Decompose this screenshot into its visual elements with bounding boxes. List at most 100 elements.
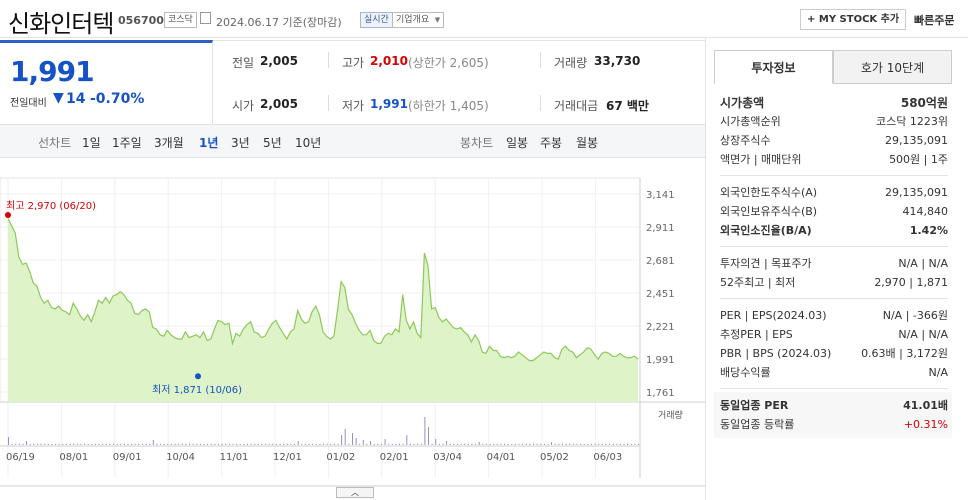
y-tick-label: 2,911 bbox=[646, 223, 675, 234]
x-tick-label: 11/01 bbox=[220, 452, 249, 463]
volume-bar bbox=[493, 443, 495, 445]
volume-bar bbox=[304, 443, 306, 445]
volume-bars bbox=[8, 417, 639, 445]
y-tick-label: 2,681 bbox=[646, 256, 675, 267]
y-tick-label: 2,221 bbox=[646, 322, 675, 333]
period-1w[interactable]: 1주일 bbox=[112, 136, 142, 150]
volume-bar bbox=[297, 441, 299, 445]
volume-bar bbox=[33, 443, 35, 445]
volume-bar bbox=[294, 443, 295, 445]
volume-bar bbox=[551, 442, 553, 445]
document-icon[interactable] bbox=[200, 12, 211, 24]
volume-bar bbox=[196, 443, 198, 445]
volume-bar bbox=[181, 443, 183, 445]
period-5y[interactable]: 5년 bbox=[263, 136, 282, 150]
price-panel bbox=[0, 40, 213, 124]
divider bbox=[540, 52, 541, 68]
volume-bar bbox=[203, 443, 205, 445]
volume-bar bbox=[123, 443, 125, 445]
company-overview-button[interactable]: 기업개요 ▼ bbox=[392, 12, 445, 28]
my-stock-add-button[interactable]: + MY STOCK 추가 bbox=[800, 9, 907, 30]
volume-bar bbox=[333, 443, 335, 445]
down-arrow-icon: ▼ bbox=[53, 90, 64, 106]
volume-bar bbox=[290, 443, 292, 445]
volume-bar bbox=[214, 443, 216, 445]
volume-bar bbox=[243, 443, 245, 445]
open-label: 시가 bbox=[232, 99, 255, 113]
volume-bar bbox=[163, 443, 165, 445]
volume-bar bbox=[366, 443, 368, 445]
realtime-badge[interactable]: 실시간 bbox=[360, 12, 393, 28]
volume-bar bbox=[145, 443, 147, 445]
volume-bar bbox=[47, 443, 49, 445]
x-tick-label: 12/01 bbox=[273, 452, 302, 463]
volume-bar bbox=[178, 443, 180, 445]
volume-bar bbox=[536, 443, 538, 445]
period-1d[interactable]: 1일 bbox=[82, 136, 101, 150]
volume-bar bbox=[522, 443, 524, 445]
volume-bar bbox=[149, 443, 151, 445]
volume-bar bbox=[279, 443, 281, 445]
volume-bar bbox=[525, 443, 527, 445]
tab-orderbook-10[interactable]: 호가 10단계 bbox=[833, 50, 952, 84]
volume-bar bbox=[601, 443, 603, 445]
volume-bar bbox=[352, 433, 353, 445]
volume-bar bbox=[199, 443, 201, 445]
tab-invest-info[interactable]: 투자정보 bbox=[714, 50, 833, 84]
volume-bar bbox=[8, 437, 9, 445]
volume-bar bbox=[308, 443, 310, 445]
volume-bar bbox=[174, 443, 176, 445]
candle-weekly[interactable]: 주봉 bbox=[540, 136, 563, 150]
volume-bar bbox=[565, 443, 567, 445]
volume-bar bbox=[84, 443, 85, 445]
divider bbox=[720, 298, 948, 299]
volume-bar bbox=[62, 443, 64, 445]
volume-bar bbox=[504, 443, 505, 445]
market-badge: 코스닥 bbox=[164, 12, 197, 28]
volume-bar bbox=[102, 443, 104, 445]
period-3m[interactable]: 3개월 bbox=[154, 136, 184, 150]
shares-row: 상장주식수 29,135,091 bbox=[720, 134, 948, 147]
candle-daily[interactable]: 일봉 bbox=[506, 136, 529, 150]
chevron-up-icon[interactable]: ︿ bbox=[336, 487, 374, 498]
volume-bar bbox=[185, 443, 187, 445]
volume-bar bbox=[619, 443, 621, 445]
volume-bar bbox=[580, 443, 582, 445]
top-bar bbox=[0, 0, 968, 38]
volume-bar bbox=[58, 443, 60, 445]
volume-bar bbox=[51, 443, 53, 445]
volume-bar bbox=[221, 443, 223, 445]
invest-info-panel bbox=[705, 38, 968, 500]
divider bbox=[328, 95, 329, 111]
volume-bar bbox=[152, 440, 154, 445]
volume-bar bbox=[250, 443, 252, 445]
volume-bar bbox=[518, 443, 520, 445]
period-bar bbox=[0, 124, 705, 158]
volume-bar bbox=[189, 443, 190, 445]
volume-bar bbox=[478, 442, 480, 445]
volume-bar bbox=[514, 443, 516, 445]
x-tick-label: 02/01 bbox=[380, 452, 409, 463]
company-overview-label: 기업개요 bbox=[396, 15, 430, 25]
period-1y[interactable]: 1년 bbox=[199, 136, 219, 150]
volume-bar bbox=[638, 443, 639, 445]
volume-bar bbox=[109, 443, 111, 445]
volume-bar bbox=[261, 443, 263, 445]
quick-order-button[interactable]: 빠른주문 bbox=[914, 14, 955, 27]
volume-bar bbox=[131, 443, 133, 445]
price-chart[interactable]: 3,141 2,911 2,681 2,451 2,221 1,991 1,761 06/1… bbox=[0, 158, 705, 500]
x-tick-label: 01/02 bbox=[326, 452, 355, 463]
volume-bar bbox=[283, 443, 285, 445]
volume-bar bbox=[29, 443, 31, 445]
volume-bar bbox=[348, 443, 350, 445]
volume-bar bbox=[457, 443, 458, 445]
volume-bar bbox=[424, 417, 426, 445]
volume-bar bbox=[265, 443, 267, 445]
volume-bar bbox=[113, 443, 114, 445]
candle-monthly[interactable]: 월봉 bbox=[576, 136, 599, 150]
prev-close-label: 전일 bbox=[232, 56, 255, 70]
period-3y[interactable]: 3년 bbox=[231, 136, 250, 150]
volume-bar bbox=[453, 443, 455, 445]
high-label: 고가 bbox=[342, 56, 365, 70]
period-10y[interactable]: 10년 bbox=[295, 136, 322, 150]
